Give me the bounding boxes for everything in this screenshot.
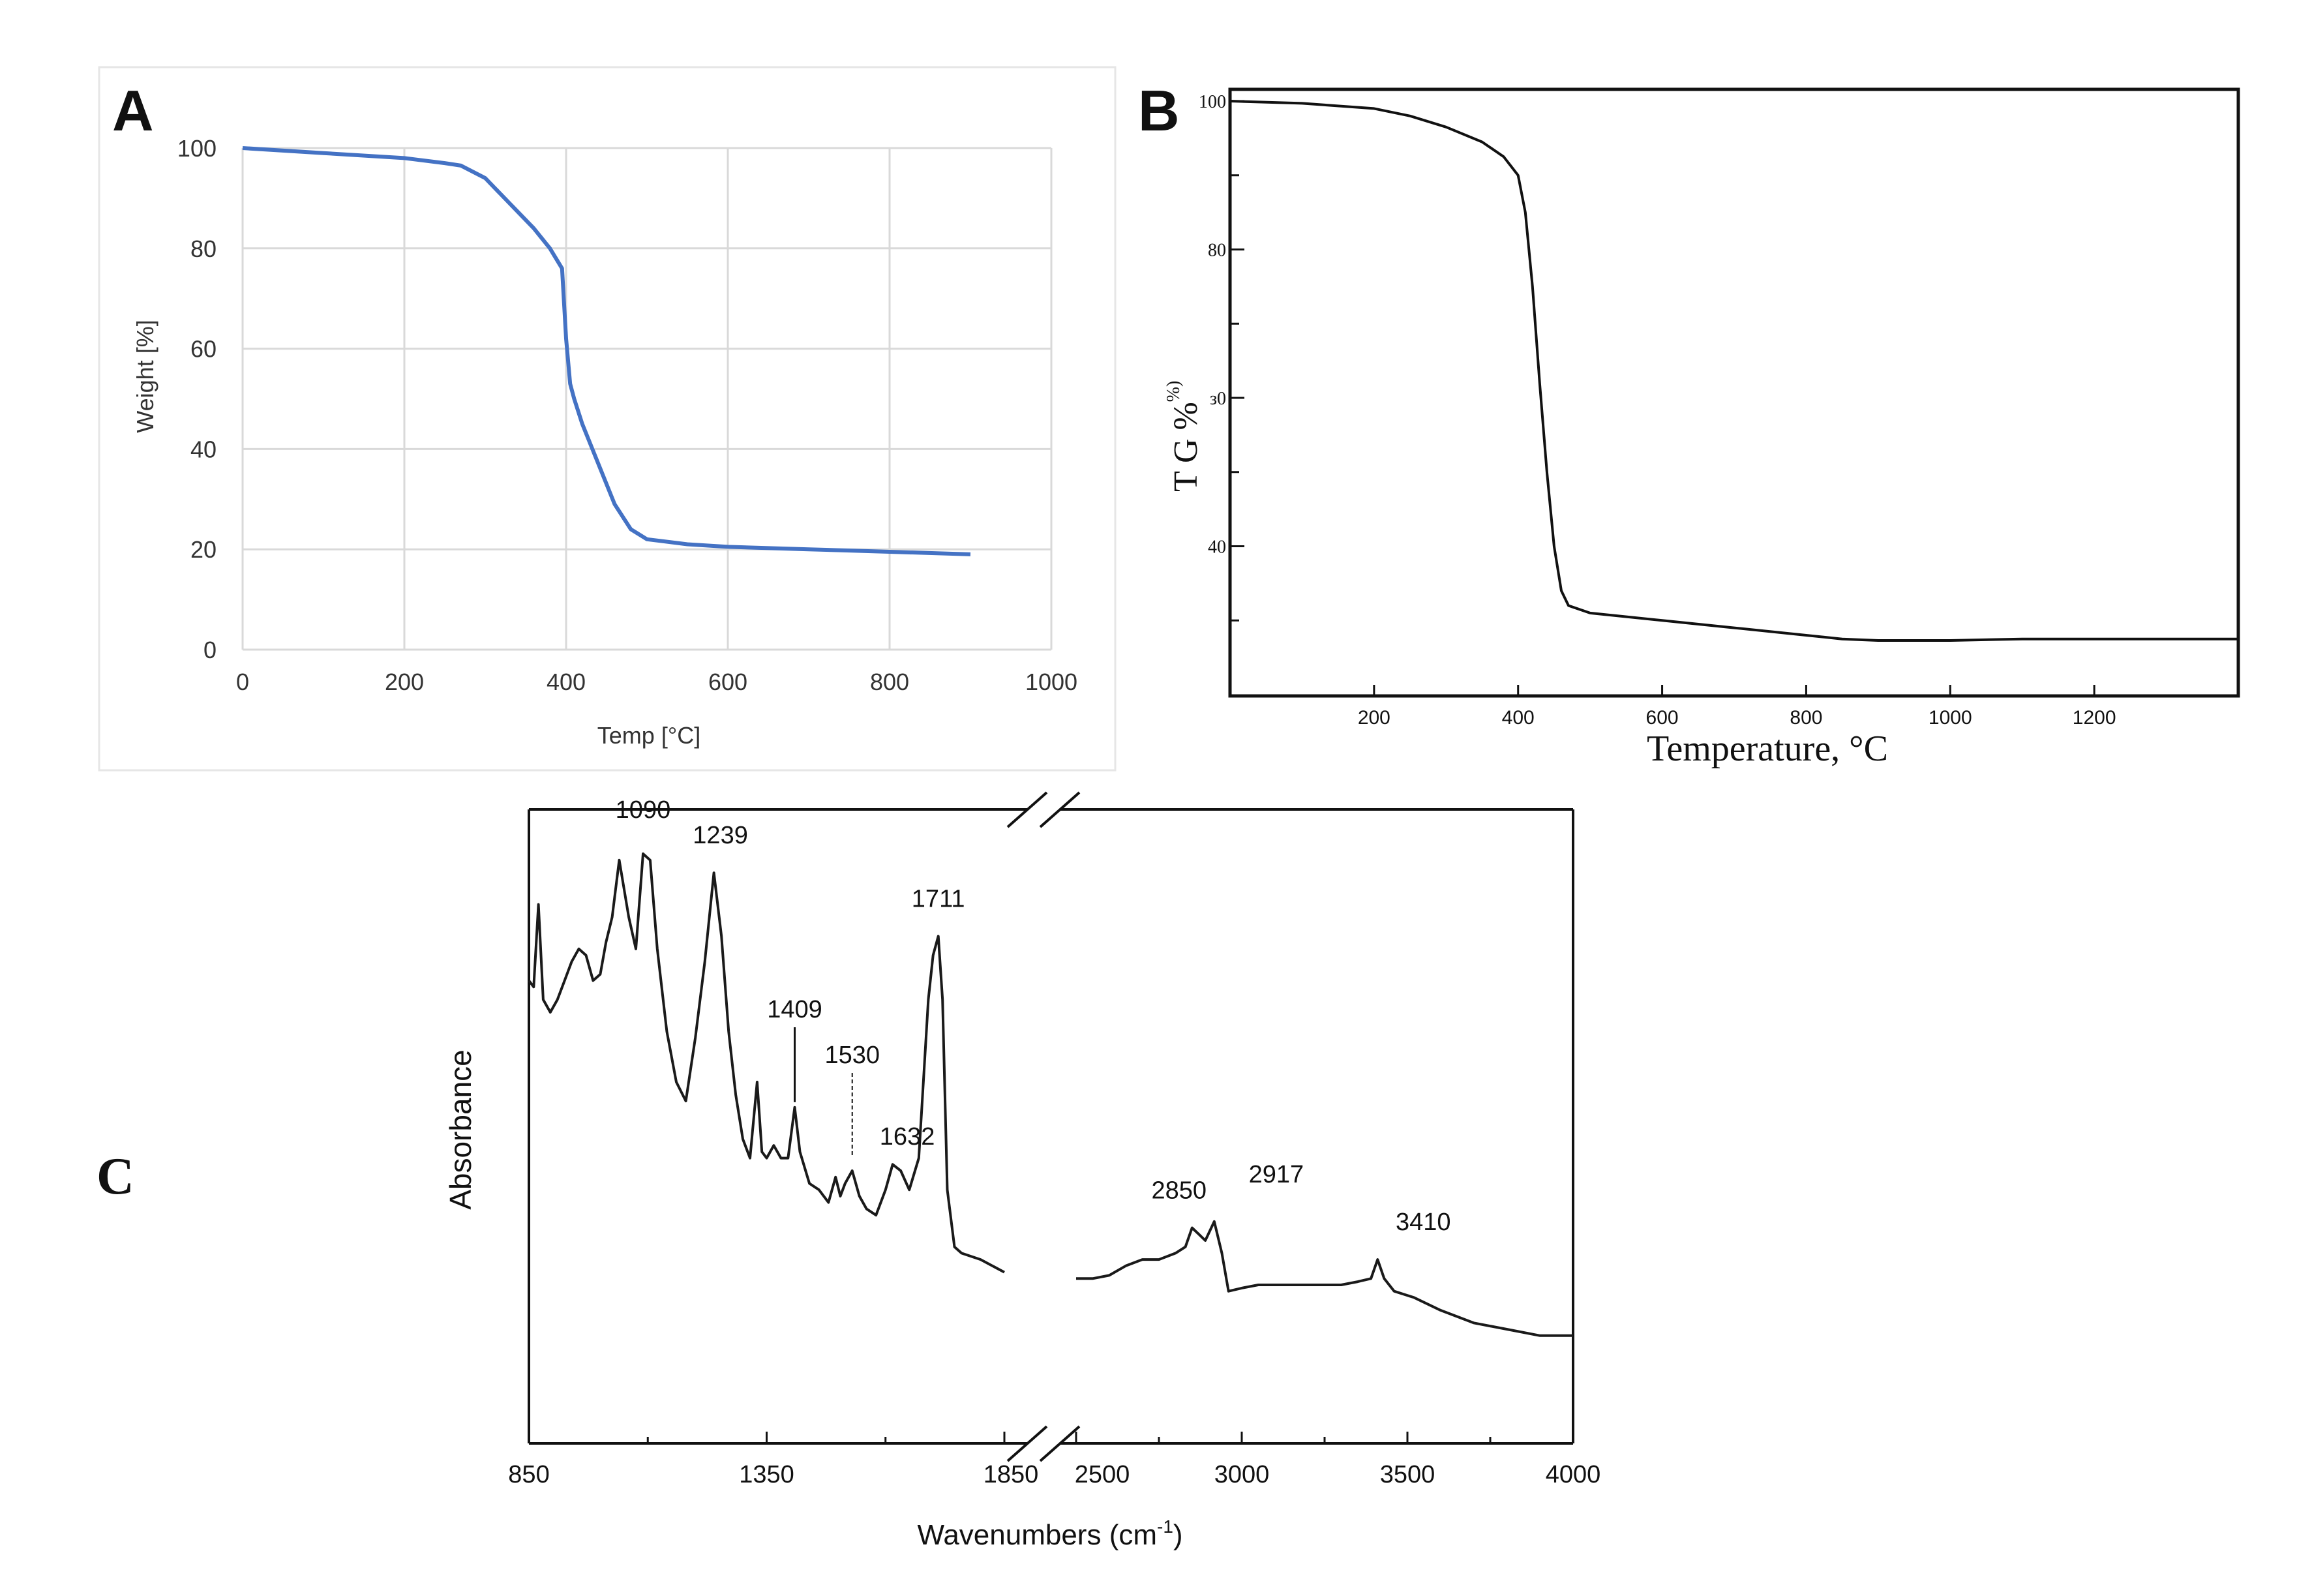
- panel-c-x-label-end: ): [1173, 1519, 1183, 1551]
- panel-a-label: A: [112, 78, 154, 143]
- panel-a-frame: [98, 66, 1117, 772]
- panel-b-y-tick-label: 40: [1208, 537, 1226, 558]
- panel-c-peak-label: 3410: [1396, 1209, 1451, 1236]
- panel-c-peak-label: 1530: [824, 1042, 880, 1069]
- panel-a-y-tick-label: 0: [203, 637, 217, 663]
- panel-b-y-unit: %): [1164, 381, 1184, 402]
- panel-c-x-tick-label: 850: [508, 1461, 549, 1488]
- panel-b-x-tick-label: 1200: [2073, 707, 2116, 729]
- panel-a-x-tick-label: 400: [547, 669, 586, 695]
- panel-b: B 200 400 600 800 1000 1200 40 з0 80 100 Temperat…: [1138, 78, 2240, 769]
- panel-a-grid: [241, 147, 1053, 651]
- panel-c-y-label: Absorbance: [443, 1049, 477, 1210]
- panel-b-tg-line: [1229, 100, 2238, 642]
- panel-c-peak-label: 1090: [616, 796, 671, 824]
- panel-a-y-tick-label: 40: [190, 436, 217, 462]
- panel-a-x-label: Temp [°C]: [597, 722, 700, 749]
- panel-b-x-tick-label: 800: [1790, 707, 1822, 729]
- panel-c-axis-break-marks: [1006, 791, 1081, 1462]
- panel-b-label: B: [1138, 78, 1180, 143]
- panel-c-peak-label: 1409: [767, 996, 822, 1023]
- panel-b-y-tick-label: з0: [1210, 389, 1226, 409]
- panel-a-x-tick-label: 1000: [1025, 669, 1077, 695]
- panel-b-x-label: Temperature, °C: [1647, 729, 1888, 769]
- panel-c-peak-label: 1632: [880, 1123, 935, 1151]
- panel-c-peak-label: 2917: [1249, 1161, 1304, 1188]
- panel-b-y-tick-label: 100: [1199, 92, 1226, 112]
- panel-c-x-label-main: Wavenumbers (cm: [917, 1519, 1157, 1551]
- panel-a-y-tick-label: 20: [190, 536, 217, 563]
- panel-c-frame: [528, 808, 1574, 1445]
- panel-b-x-tick-label: 1000: [1929, 707, 1972, 729]
- panel-a-y-tick-label: 80: [190, 235, 217, 262]
- panel-a-x-tick-label: 0: [236, 669, 249, 695]
- panel-c-x-label: Wavenumbers (cm-1): [917, 1516, 1182, 1551]
- panel-c-peak-label: 1239: [693, 822, 748, 849]
- panel-b-x-tick-label: 200: [1358, 707, 1390, 729]
- panel-c-x-tick-label: 3500: [1380, 1461, 1435, 1488]
- panel-c: C 850 1350 1850 2500 3000 3500 4000 1090 1239 14…: [97, 791, 1600, 1551]
- panel-c-ftir-line-1: [528, 852, 1005, 1274]
- panel-b-y-label: T G %: [1167, 402, 1205, 492]
- panel-b-frame: [1228, 87, 2240, 698]
- panel-c-ticks: 850 1350 1850 2500 3000 3500 4000: [508, 1432, 1600, 1488]
- panel-c-peak-label: 1711: [912, 885, 965, 912]
- panel-c-x-tick-label: 1850: [983, 1461, 1039, 1488]
- panel-c-ftir-line-2: [1076, 1220, 1573, 1337]
- panel-c-x-label-exp: -1: [1157, 1516, 1173, 1537]
- panel-a-y-label: Weight [%]: [132, 320, 158, 432]
- panel-b-x-tick-label: 600: [1646, 707, 1679, 729]
- panel-b-y-tick-label: 80: [1208, 241, 1226, 261]
- panel-b-ticks: 200 400 600 800 1000 1200 40 з0 80 100: [1199, 92, 2116, 729]
- panel-c-x-tick-label: 3000: [1214, 1461, 1270, 1488]
- panel-a-y-tick-label: 60: [190, 336, 217, 363]
- panel-a-x-tick-label: 200: [385, 669, 424, 695]
- panel-a-x-tick-label: 600: [708, 669, 747, 695]
- panel-a-tga-line: [242, 146, 971, 556]
- panel-a-x-tick-label: 800: [870, 669, 909, 695]
- panel-c-x-tick-label: 2500: [1075, 1461, 1130, 1488]
- panel-c-peak-label: 2850: [1152, 1177, 1207, 1205]
- panel-c-x-tick-label: 1350: [739, 1461, 794, 1488]
- panel-c-label: C: [97, 1148, 134, 1205]
- panel-a-y-tick-label: 100: [177, 135, 217, 162]
- panel-b-x-tick-label: 400: [1502, 707, 1535, 729]
- panel-c-x-tick-label: 4000: [1546, 1461, 1601, 1488]
